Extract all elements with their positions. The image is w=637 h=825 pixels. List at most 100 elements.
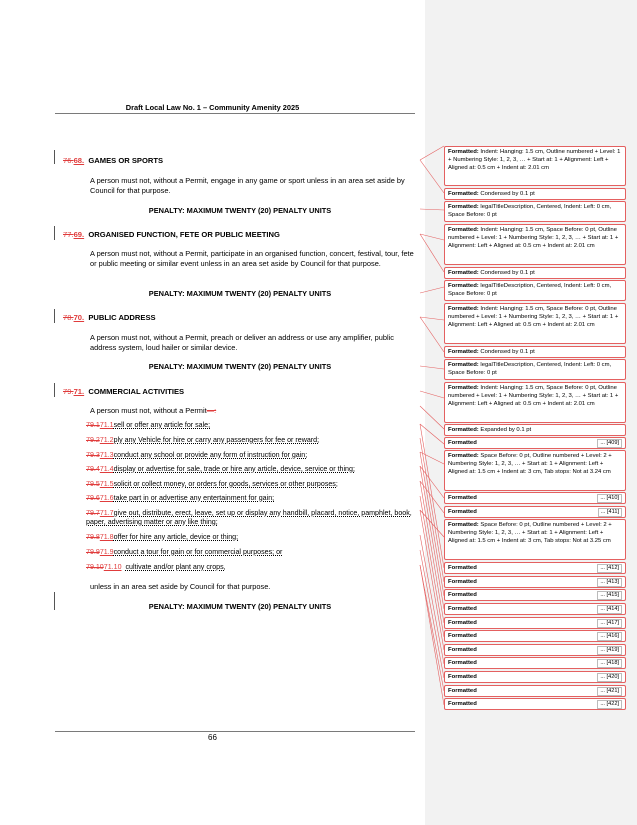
- balloon-text: legalTitleDescription, Centered, Indent:…: [448, 283, 612, 297]
- balloon-ref: ... [422]: [597, 700, 622, 709]
- balloon-ref: ... [418]: [597, 659, 622, 668]
- deleted-number: 79.: [63, 387, 74, 396]
- format-balloon[interactable]: Formatted: Space Before: 0 pt, Outline n…: [444, 519, 626, 560]
- balloon-text: Indent: Hanging: 1.5 cm, Space Before: 0…: [448, 306, 619, 328]
- balloon-ref: ... [409]: [597, 439, 622, 448]
- header-rule: [55, 113, 415, 114]
- format-balloon[interactable]: Formatted: legalTitleDescription, Center…: [444, 201, 626, 222]
- balloon-text: Space Before: 0 pt, Outline numbered + L…: [448, 453, 612, 475]
- format-balloon[interactable]: Formatted: Condensed by 0.1 pt: [444, 188, 626, 200]
- list-item: 79.771.7give out, distribute, erect, lea…: [86, 509, 421, 527]
- balloon-label: Formatted: [448, 674, 477, 680]
- balloon-label: Formatted: [448, 647, 477, 653]
- format-balloon[interactable]: Formatted: Space Before: 0 pt, Outline n…: [444, 450, 626, 491]
- change-bar: [54, 383, 55, 397]
- format-balloon[interactable]: Formatted ... [413]: [444, 576, 626, 588]
- format-balloon[interactable]: Formatted: Indent: Hanging: 1.5 cm, Spac…: [444, 224, 626, 265]
- inserted-number: 71.: [73, 387, 85, 396]
- balloon-ref: ... [410]: [597, 494, 622, 503]
- list-item: 79.1071.10 cultivate and/or plant any cr…: [86, 563, 421, 572]
- balloon-text: Condensed by 0.1 pt: [480, 191, 535, 197]
- format-balloon[interactable]: Formatted ... [421]: [444, 685, 626, 697]
- list-item: 79.171.1sell or offer any article for sa…: [86, 421, 421, 430]
- balloon-label: Formatted:: [448, 362, 479, 368]
- item-text: display or advertise for sale, trade or …: [113, 465, 355, 473]
- page-header-title: Draft Local Law No. 1 – Community Amenit…: [125, 103, 300, 112]
- balloon-ref: ... [413]: [597, 578, 622, 587]
- balloon-label: Formatted:: [448, 149, 479, 155]
- deleted-number: 79.10: [86, 563, 104, 571]
- balloon-ref: ... [417]: [597, 619, 622, 628]
- change-bar: [54, 592, 55, 610]
- balloon-label: Formatted:: [448, 227, 479, 233]
- deleted-number: 79.3: [86, 451, 100, 459]
- balloon-label: Formatted: [448, 592, 477, 598]
- penalty-line: PENALTY: MAXIMUM TWENTY (20) PENALTY UNI…: [0, 362, 480, 371]
- penalty-text: PENALTY: MAXIMUM TWENTY (20) PENALTY UNI…: [148, 362, 332, 371]
- balloon-text: Expanded by 0.1 pt: [480, 427, 532, 433]
- deleted-number: 77.: [63, 230, 74, 239]
- balloon-ref: ... [412]: [597, 564, 622, 573]
- balloon-ref: ... [421]: [597, 687, 622, 696]
- balloon-text: legalTitleDescription, Centered, Indent:…: [448, 362, 612, 376]
- section-title: GAMES OR SPORTS: [88, 156, 164, 165]
- deleted-number: 79.7: [86, 509, 100, 517]
- balloon-ref: ... [414]: [597, 605, 622, 614]
- deleted-number: 79.6: [86, 494, 100, 502]
- format-balloon[interactable]: Formatted ... [410]: [444, 492, 626, 504]
- format-balloon[interactable]: Formatted: Indent: Hanging: 1.5 cm, Spac…: [444, 303, 626, 344]
- format-balloon[interactable]: Formatted: Expanded by 0.1 pt: [444, 424, 626, 436]
- format-balloon[interactable]: Formatted ... [411]: [444, 506, 626, 518]
- inserted-number: 71.9: [99, 548, 114, 556]
- change-bar: [54, 150, 55, 164]
- section-heading: 78.70. PUBLIC ADDRESS: [63, 313, 156, 322]
- penalty-line: PENALTY: MAXIMUM TWENTY (20) PENALTY UNI…: [0, 206, 480, 215]
- list-item: 79.271.2ply any Vehicle for hire or carr…: [86, 436, 421, 445]
- balloon-label: Formatted:: [448, 191, 479, 197]
- footer-rule: [55, 731, 415, 732]
- section-body: A person must not, without a Permit, eng…: [90, 176, 405, 195]
- format-balloon[interactable]: Formatted ... [422]: [444, 698, 626, 710]
- balloon-label: Formatted: [448, 440, 477, 446]
- format-balloon[interactable]: Formatted ... [418]: [444, 657, 626, 669]
- balloon-label: Formatted: [448, 565, 477, 571]
- format-balloon[interactable]: Formatted ... [414]: [444, 603, 626, 615]
- section-heading: 79.71. COMMERCIAL ACTIVITIES: [63, 387, 184, 396]
- balloon-ref: ... [420]: [597, 673, 622, 682]
- inserted-number: 71.10: [103, 563, 122, 571]
- deleted-number: 79.8: [86, 533, 100, 541]
- format-balloon[interactable]: Formatted: legalTitleDescription, Center…: [444, 359, 626, 380]
- item-text: take part in or advertise any entertainm…: [113, 494, 275, 502]
- list-item: 79.371.3conduct any school or provide an…: [86, 451, 421, 460]
- section-title: COMMERCIAL ACTIVITIES: [88, 387, 185, 396]
- inserted-number: 71.4: [99, 465, 114, 473]
- balloon-label: Formatted: [448, 633, 477, 639]
- format-balloon[interactable]: Formatted ... [420]: [444, 671, 626, 683]
- list-item: 79.971.9conduct a tour for gain or for c…: [86, 548, 421, 557]
- format-balloon[interactable]: Formatted ... [419]: [444, 644, 626, 656]
- penalty-line: PENALTY: MAXIMUM TWENTY (20) PENALTY UNI…: [0, 602, 480, 611]
- balloon-label: Formatted:: [448, 522, 479, 528]
- format-balloon[interactable]: Formatted ... [415]: [444, 589, 626, 601]
- format-balloon[interactable]: Formatted ... [409]: [444, 437, 626, 449]
- format-balloon[interactable]: Formatted ... [417]: [444, 617, 626, 629]
- format-balloon[interactable]: Formatted ... [416]: [444, 630, 626, 642]
- deleted-number: 78.: [63, 313, 74, 322]
- format-balloon[interactable]: Formatted: legalTitleDescription, Center…: [444, 280, 626, 301]
- item-text: give out, distribute, erect, leave, set …: [86, 509, 412, 526]
- format-balloon[interactable]: Formatted ... [412]: [444, 562, 626, 574]
- format-balloon[interactable]: Formatted: Condensed by 0.1 pt: [444, 346, 626, 358]
- balloon-label: Formatted: [448, 606, 477, 612]
- list-item: 79.871.8offer for hire any article, devi…: [86, 533, 421, 542]
- format-balloon[interactable]: Formatted: Indent: Hanging: 1.5 cm, Spac…: [444, 382, 626, 423]
- balloon-text: Indent: Hanging: 1.5 cm, Space Before: 0…: [448, 227, 619, 249]
- list-item: 79.671.6take part in or advertise any en…: [86, 494, 421, 503]
- format-balloon[interactable]: Formatted: Condensed by 0.1 pt: [444, 267, 626, 279]
- balloon-label: Formatted:: [448, 385, 479, 391]
- deleted-number: 79.2: [86, 436, 100, 444]
- balloon-ref: ... [415]: [597, 591, 622, 600]
- balloon-ref: ... [419]: [597, 646, 622, 655]
- item-text: sell or offer any article for sale;: [113, 421, 211, 429]
- format-balloon[interactable]: Formatted: Indent: Hanging: 1.5 cm, Outl…: [444, 146, 626, 186]
- balloon-label: Formatted: [448, 579, 477, 585]
